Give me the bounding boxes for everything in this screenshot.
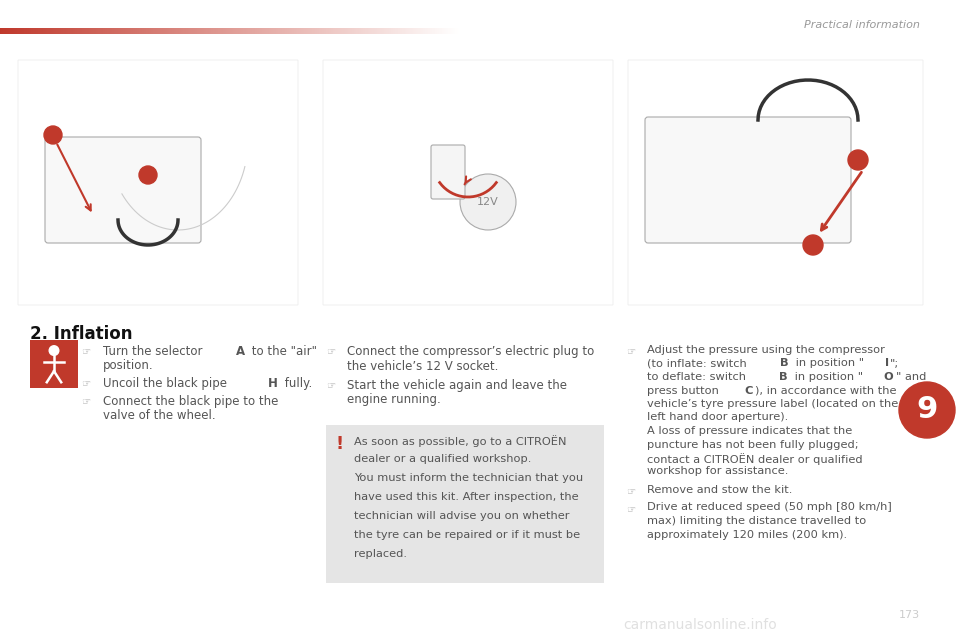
- Text: ☞: ☞: [81, 397, 90, 406]
- Circle shape: [803, 235, 823, 255]
- Text: ☞: ☞: [626, 487, 636, 497]
- Text: workshop for assistance.: workshop for assistance.: [647, 467, 788, 477]
- Text: Connect the black pipe to the: Connect the black pipe to the: [103, 394, 278, 408]
- Text: ☞: ☞: [81, 379, 90, 389]
- Text: A loss of pressure indicates that the: A loss of pressure indicates that the: [647, 426, 852, 436]
- Text: Turn the selector: Turn the selector: [103, 345, 206, 358]
- FancyBboxPatch shape: [628, 60, 923, 305]
- Text: contact a CITROËN dealer or qualified: contact a CITROËN dealer or qualified: [647, 453, 863, 465]
- Text: technician will advise you on whether: technician will advise you on whether: [354, 511, 569, 521]
- Text: ), in accordance with the: ), in accordance with the: [756, 385, 897, 396]
- Text: left hand door aperture).: left hand door aperture).: [647, 413, 788, 422]
- Text: B: B: [780, 372, 788, 382]
- Text: max) limiting the distance travelled to: max) limiting the distance travelled to: [647, 516, 866, 526]
- Text: to deflate: switch: to deflate: switch: [647, 372, 750, 382]
- FancyBboxPatch shape: [326, 425, 604, 583]
- Text: C: C: [855, 156, 861, 164]
- Text: O: O: [883, 372, 894, 382]
- Circle shape: [460, 174, 516, 230]
- FancyBboxPatch shape: [30, 340, 78, 388]
- FancyBboxPatch shape: [323, 60, 613, 305]
- Text: puncture has not been fully plugged;: puncture has not been fully plugged;: [647, 440, 858, 449]
- Text: ☞: ☞: [326, 381, 335, 391]
- Text: in position ": in position ": [790, 372, 863, 382]
- Text: Practical information: Practical information: [804, 20, 920, 30]
- Text: A: A: [236, 345, 246, 358]
- FancyBboxPatch shape: [45, 137, 201, 243]
- Circle shape: [49, 346, 59, 355]
- Text: Connect the compressor’s electric plug to: Connect the compressor’s electric plug t…: [347, 345, 594, 358]
- Text: 173: 173: [899, 610, 920, 620]
- Text: 2. Inflation: 2. Inflation: [30, 325, 132, 343]
- Text: ☞: ☞: [626, 347, 636, 357]
- Text: the vehicle’s 12 V socket.: the vehicle’s 12 V socket.: [347, 360, 498, 372]
- Text: B: B: [810, 241, 816, 250]
- Text: I: I: [884, 358, 889, 369]
- Text: fully.: fully.: [280, 377, 312, 390]
- Text: H: H: [145, 170, 152, 179]
- Text: engine running.: engine running.: [347, 394, 441, 406]
- Text: !: !: [336, 435, 344, 453]
- Text: press button: press button: [647, 385, 723, 396]
- Circle shape: [899, 382, 955, 438]
- FancyBboxPatch shape: [645, 117, 851, 243]
- Text: C: C: [744, 385, 753, 396]
- Text: Start the vehicle again and leave the: Start the vehicle again and leave the: [347, 379, 567, 392]
- Text: in position ": in position ": [791, 358, 864, 369]
- Circle shape: [848, 150, 868, 170]
- Text: the tyre can be repaired or if it must be: the tyre can be repaired or if it must b…: [354, 530, 580, 540]
- Text: position.: position.: [103, 360, 154, 372]
- Text: ☞: ☞: [326, 347, 335, 357]
- Text: As soon as possible, go to a CITROËN: As soon as possible, go to a CITROËN: [354, 435, 566, 447]
- Text: vehicle’s tyre pressure label (located on the: vehicle’s tyre pressure label (located o…: [647, 399, 899, 409]
- Circle shape: [44, 126, 62, 144]
- FancyBboxPatch shape: [18, 60, 298, 305]
- Text: H: H: [268, 377, 277, 390]
- Text: ☞: ☞: [81, 347, 90, 357]
- Text: dealer or a qualified workshop.: dealer or a qualified workshop.: [354, 454, 532, 464]
- Text: 9: 9: [916, 396, 938, 424]
- Text: (to inflate: switch: (to inflate: switch: [647, 358, 751, 369]
- Text: B: B: [780, 358, 789, 369]
- Text: Drive at reduced speed (50 mph [80 km/h]: Drive at reduced speed (50 mph [80 km/h]: [647, 502, 892, 513]
- Text: 12V: 12V: [477, 197, 499, 207]
- Text: valve of the wheel.: valve of the wheel.: [103, 409, 216, 422]
- Text: Adjust the pressure using the compressor: Adjust the pressure using the compressor: [647, 345, 885, 355]
- Text: Remove and stow the kit.: Remove and stow the kit.: [647, 485, 792, 495]
- Text: ";: ";: [890, 358, 900, 369]
- Text: have used this kit. After inspection, the: have used this kit. After inspection, th…: [354, 492, 579, 502]
- Circle shape: [139, 166, 157, 184]
- Text: ☞: ☞: [626, 504, 636, 515]
- Text: " and: " and: [897, 372, 926, 382]
- Text: approximately 120 miles (200 km).: approximately 120 miles (200 km).: [647, 529, 847, 540]
- Text: A: A: [50, 131, 57, 140]
- Text: replaced.: replaced.: [354, 549, 407, 559]
- Text: Uncoil the black pipe: Uncoil the black pipe: [103, 377, 230, 390]
- Text: carmanualsonline.info: carmanualsonline.info: [623, 618, 777, 632]
- Text: You must inform the technician that you: You must inform the technician that you: [354, 473, 583, 483]
- FancyBboxPatch shape: [431, 145, 465, 199]
- Text: to the "air": to the "air": [248, 345, 317, 358]
